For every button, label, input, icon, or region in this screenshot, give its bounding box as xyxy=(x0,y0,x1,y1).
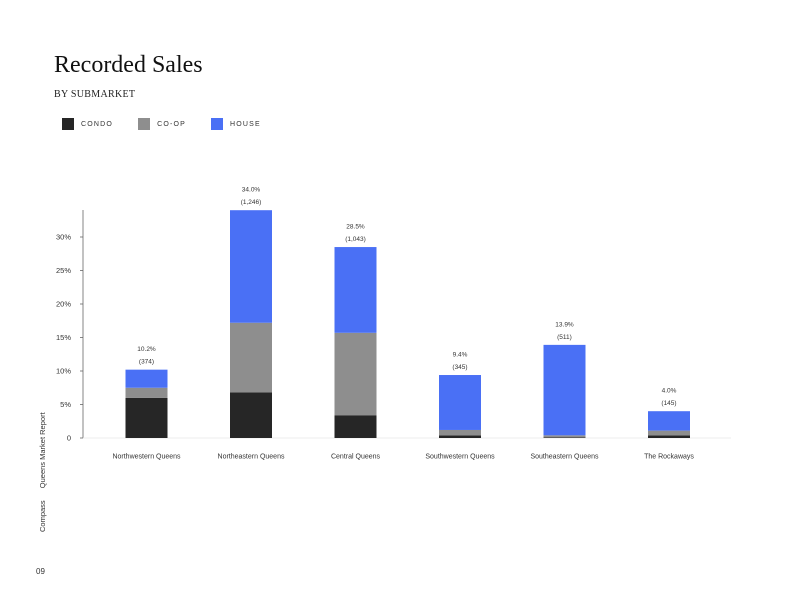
legend-item-house: HOUSE xyxy=(211,118,261,130)
page-title: Recorded Sales xyxy=(54,52,203,78)
y-tick-label: 20% xyxy=(56,300,71,309)
bar-segment-condo xyxy=(334,415,377,438)
y-tick-label: 5% xyxy=(60,400,71,409)
footer-brand: Compass xyxy=(38,500,47,532)
x-tick-label: Northwestern Queens xyxy=(112,454,181,461)
bar-total-label: 28.5% xyxy=(346,224,365,231)
bar-segment-coop xyxy=(334,332,377,416)
legend-label-coop: CO-OP xyxy=(157,120,187,128)
x-tick-label: The Rockaways xyxy=(644,454,694,461)
legend-swatch-coop xyxy=(138,118,151,130)
bar-count-label: (511) xyxy=(557,334,572,341)
bar-segment-house xyxy=(439,375,481,430)
bar-segment-house xyxy=(230,210,272,323)
bar-segment-house xyxy=(543,344,586,436)
y-tick-label: 15% xyxy=(56,333,71,342)
x-tick-label: Southeastern Queens xyxy=(530,454,599,461)
chart-legend: CONDO CO-OP HOUSE xyxy=(62,118,286,130)
bar-count-label: (1,246) xyxy=(241,199,262,206)
legend-label-house: HOUSE xyxy=(230,120,261,128)
x-tick-label: Southwestern Queens xyxy=(425,454,495,461)
bar-segment-condo xyxy=(125,397,168,438)
y-tick-label: 10% xyxy=(56,367,71,376)
legend-swatch-condo xyxy=(62,118,74,130)
y-tick-label: 30% xyxy=(56,233,71,242)
x-tick-label: Northeastern Queens xyxy=(218,454,285,461)
bar-count-label: (374) xyxy=(139,359,154,366)
bar-segment-condo xyxy=(648,435,690,438)
legend-item-coop: CO-OP xyxy=(138,118,186,130)
bar-count-label: (145) xyxy=(661,400,676,407)
y-tick-label: 25% xyxy=(56,266,71,275)
bar-total-label: 34.0% xyxy=(242,187,261,194)
bar-segment-coop xyxy=(439,429,481,436)
bar-segment-condo xyxy=(230,392,272,438)
bar-segment-house xyxy=(648,411,690,431)
bar-segment-coop xyxy=(648,430,690,436)
page-subtitle: BY SUBMARKET xyxy=(54,89,136,100)
y-tick-label: 0 xyxy=(67,434,71,443)
legend-item-condo: CONDO xyxy=(62,118,113,130)
bar-count-label: (1,043) xyxy=(345,236,366,243)
bar-total-label: 13.9% xyxy=(555,321,574,328)
bar-segment-condo xyxy=(543,437,586,438)
legend-swatch-house xyxy=(211,118,224,130)
page-number: 09 xyxy=(36,567,45,576)
footer-side-text: Compass Queens Market Report xyxy=(38,402,47,532)
bar-total-label: 9.4% xyxy=(453,352,468,359)
bar-segment-coop xyxy=(230,322,272,393)
footer-report-name: Queens Market Report xyxy=(38,412,47,489)
bar-segment-house xyxy=(334,247,377,333)
bar-total-label: 4.0% xyxy=(662,388,677,395)
bar-segment-condo xyxy=(439,435,481,438)
bar-total-label: 10.2% xyxy=(137,346,156,353)
bar-segment-house xyxy=(125,369,168,388)
bar-count-label: (345) xyxy=(452,364,467,371)
x-tick-label: Central Queens xyxy=(331,454,381,461)
bar-segment-coop xyxy=(125,387,168,398)
bar-segment-coop xyxy=(543,435,586,438)
legend-label-condo: CONDO xyxy=(81,120,114,128)
